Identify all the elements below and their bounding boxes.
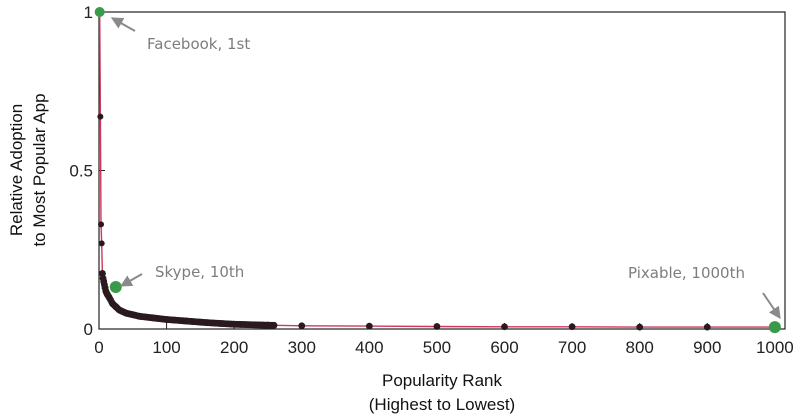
data-point bbox=[501, 323, 508, 331]
annotation-arrow bbox=[110, 17, 136, 32]
y-tick-label: 0.5 bbox=[69, 162, 93, 181]
data-point bbox=[183, 317, 191, 325]
data-point bbox=[298, 322, 306, 330]
highlight-point bbox=[768, 321, 781, 334]
data-point bbox=[115, 306, 123, 314]
data-point bbox=[264, 321, 272, 329]
x-axis-title-line2: (Highest to Lowest) bbox=[369, 395, 515, 414]
data-point bbox=[98, 221, 105, 228]
x-tick-label: 700 bbox=[558, 338, 586, 357]
highlight-point bbox=[94, 7, 105, 17]
data-point bbox=[129, 311, 137, 319]
x-tick-label: 900 bbox=[693, 338, 721, 357]
x-tick-label: 400 bbox=[355, 338, 383, 357]
annotations: Facebook, 1st Skype, 10th Pixable, 1000th bbox=[110, 17, 781, 319]
data-point bbox=[163, 316, 170, 323]
x-tick-label: 200 bbox=[220, 338, 248, 357]
x-tick-label: 600 bbox=[490, 338, 518, 357]
data-point bbox=[636, 323, 644, 331]
data-point bbox=[149, 314, 157, 322]
x-tick-label: 800 bbox=[626, 338, 654, 357]
x-tick-label: 300 bbox=[288, 338, 316, 357]
y-axis-title-line1: Relative Adoption bbox=[7, 104, 26, 236]
data-point bbox=[365, 322, 373, 330]
data-points bbox=[96, 9, 779, 331]
highlighted-points bbox=[94, 7, 781, 334]
highlight-point bbox=[109, 280, 122, 293]
x-axis-title-line1: Popularity Rank bbox=[382, 371, 503, 390]
data-point bbox=[203, 319, 211, 327]
data-point bbox=[122, 309, 130, 317]
y-axis-title-line2: to Most Popular App bbox=[30, 93, 49, 246]
y-tick-label: 0 bbox=[84, 320, 93, 339]
data-point bbox=[270, 321, 278, 329]
data-point bbox=[703, 323, 711, 331]
x-axis-ticks: 0 100 200 300 400 500 600 700 800 900 1000 bbox=[94, 323, 794, 357]
data-point bbox=[97, 113, 104, 120]
data-point bbox=[98, 240, 105, 247]
x-tick-label: 1000 bbox=[756, 338, 794, 357]
data-point bbox=[230, 320, 238, 328]
data-point bbox=[433, 323, 441, 330]
data-point bbox=[568, 323, 576, 331]
annotation-label: Facebook, 1st bbox=[147, 35, 250, 53]
annotation-label: Skype, 10th bbox=[155, 263, 244, 281]
data-point bbox=[136, 312, 143, 320]
x-tick-label: 0 bbox=[94, 338, 103, 357]
x-tick-label: 100 bbox=[152, 338, 180, 357]
data-point bbox=[105, 293, 113, 301]
x-tick-label: 500 bbox=[423, 338, 451, 357]
y-tick-label: 1 bbox=[84, 3, 93, 22]
annotation-label: Pixable, 1000th bbox=[628, 264, 745, 282]
annotation-arrow bbox=[119, 273, 143, 287]
annotation-arrow bbox=[762, 292, 781, 319]
